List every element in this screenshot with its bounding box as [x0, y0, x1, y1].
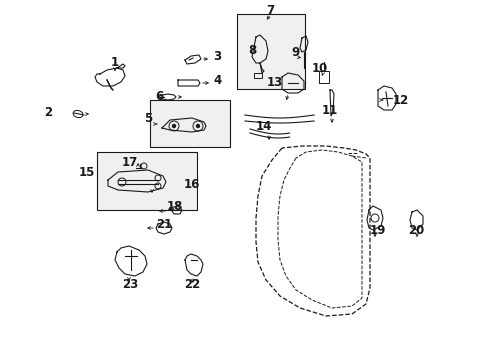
Text: 3: 3: [213, 49, 221, 63]
Text: 23: 23: [122, 279, 138, 292]
Text: 11: 11: [321, 104, 337, 117]
Text: 16: 16: [183, 179, 200, 192]
Text: 9: 9: [291, 45, 300, 58]
Text: 12: 12: [392, 94, 408, 107]
Text: 20: 20: [407, 224, 423, 237]
Text: 10: 10: [311, 62, 327, 75]
Text: 21: 21: [156, 219, 172, 231]
Text: 15: 15: [79, 166, 95, 179]
Bar: [150, 100, 229, 147]
Text: 8: 8: [247, 44, 256, 57]
Bar: [237, 14, 305, 89]
Text: 13: 13: [266, 77, 283, 90]
Bar: [318, 71, 328, 83]
Text: 5: 5: [143, 112, 152, 125]
Text: 18: 18: [167, 201, 183, 213]
Bar: [97, 152, 197, 210]
Text: 19: 19: [369, 224, 386, 237]
Circle shape: [172, 125, 175, 127]
Text: 17: 17: [122, 157, 138, 170]
Text: 14: 14: [255, 121, 272, 134]
Text: 22: 22: [183, 279, 200, 292]
Circle shape: [196, 125, 199, 127]
Text: 6: 6: [155, 90, 163, 103]
Text: 2: 2: [44, 105, 52, 118]
Text: 1: 1: [111, 55, 119, 68]
Text: 7: 7: [265, 4, 273, 17]
Text: 4: 4: [213, 75, 221, 87]
Bar: [253, 73, 262, 78]
